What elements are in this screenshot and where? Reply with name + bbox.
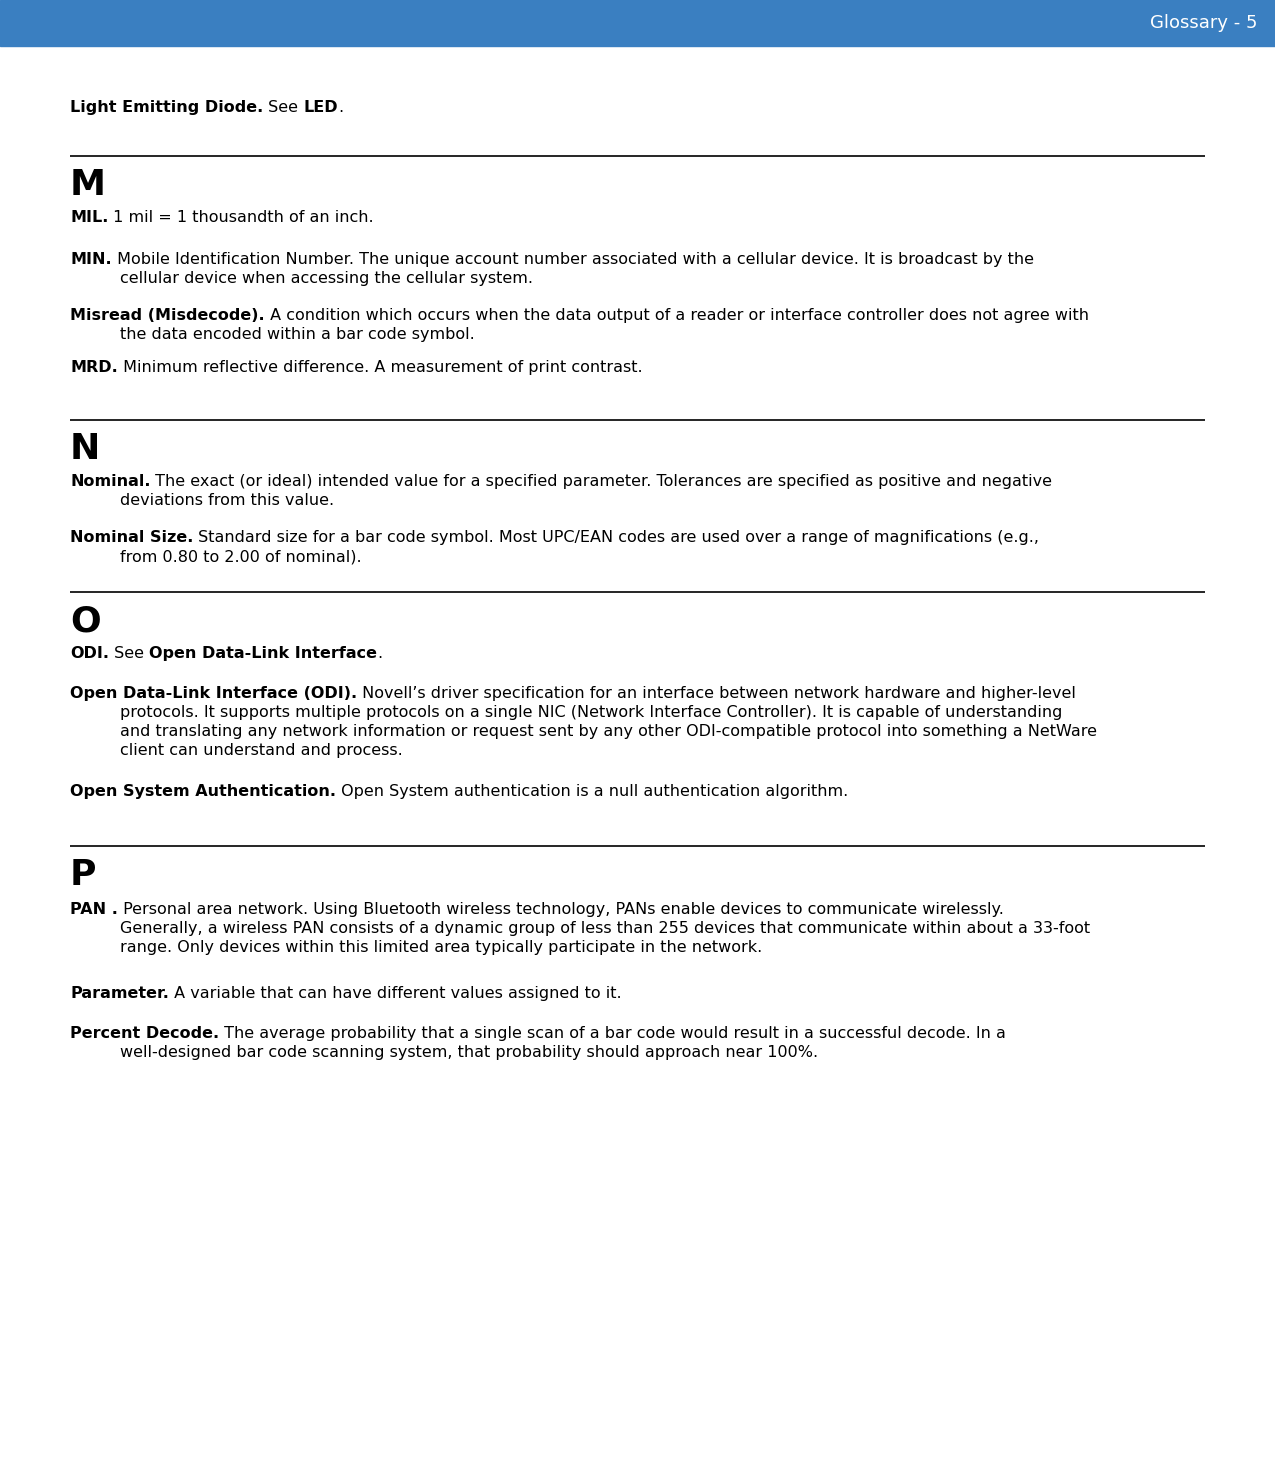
Text: Percent Decode.: Percent Decode.: [70, 1026, 219, 1041]
Text: M: M: [70, 169, 106, 202]
Text: protocols. It supports multiple protocols on a single NIC (Network Interface Con: protocols. It supports multiple protocol…: [120, 705, 1062, 720]
Text: The average probability that a single scan of a bar code would result in a succe: The average probability that a single sc…: [219, 1026, 1006, 1041]
Text: PAN .: PAN .: [70, 902, 117, 918]
Text: .: .: [338, 100, 343, 114]
Text: O: O: [70, 604, 101, 638]
Text: N: N: [70, 432, 101, 466]
Text: Open Data-Link Interface: Open Data-Link Interface: [149, 647, 377, 661]
Text: MIN.: MIN.: [70, 252, 112, 267]
Text: A variable that can have different values assigned to it.: A variable that can have different value…: [168, 987, 621, 1001]
Text: MRD.: MRD.: [70, 361, 117, 375]
Text: Personal area network. Using Bluetooth wireless technology, PANs enable devices : Personal area network. Using Bluetooth w…: [117, 902, 1003, 918]
Text: P: P: [70, 858, 97, 891]
Text: range. Only devices within this limited area typically participate in the networ: range. Only devices within this limited …: [120, 940, 762, 954]
Text: Glossary - 5: Glossary - 5: [1150, 15, 1257, 32]
Text: MIL.: MIL.: [70, 210, 108, 224]
Text: Novell’s driver specification for an interface between network hardware and high: Novell’s driver specification for an int…: [357, 686, 1076, 701]
Text: LED: LED: [303, 100, 338, 114]
Text: Standard size for a bar code symbol. Most UPC/EAN codes are used over a range of: Standard size for a bar code symbol. Mos…: [194, 531, 1039, 545]
Text: Open Data-Link Interface (ODI).: Open Data-Link Interface (ODI).: [70, 686, 357, 701]
Text: A condition which occurs when the data output of a reader or interface controlle: A condition which occurs when the data o…: [265, 308, 1089, 323]
Bar: [0, 0, 1275, 45]
Text: Open System authentication is a null authentication algorithm.: Open System authentication is a null aut…: [337, 784, 848, 799]
Text: The exact (or ideal) intended value for a specified parameter. Tolerances are sp: The exact (or ideal) intended value for …: [150, 474, 1052, 490]
Text: Misread (Misdecode).: Misread (Misdecode).: [70, 308, 265, 323]
Text: .: .: [377, 647, 382, 661]
Text: See: See: [263, 100, 303, 114]
Text: from 0.80 to 2.00 of nominal).: from 0.80 to 2.00 of nominal).: [120, 548, 362, 564]
Text: Mobile Identification Number. The unique account number associated with a cellul: Mobile Identification Number. The unique…: [112, 252, 1034, 267]
Text: deviations from this value.: deviations from this value.: [120, 493, 334, 509]
Text: Nominal Size.: Nominal Size.: [70, 531, 194, 545]
Text: and translating any network information or request sent by any other ODI-compati: and translating any network information …: [120, 724, 1096, 739]
Text: Minimum reflective difference. A measurement of print contrast.: Minimum reflective difference. A measure…: [117, 361, 643, 375]
Text: Parameter.: Parameter.: [70, 987, 168, 1001]
Text: well-designed bar code scanning system, that probability should approach near 10: well-designed bar code scanning system, …: [120, 1045, 819, 1060]
Text: 1 mil = 1 thousandth of an inch.: 1 mil = 1 thousandth of an inch.: [108, 210, 374, 224]
Text: the data encoded within a bar code symbol.: the data encoded within a bar code symbo…: [120, 327, 474, 342]
Text: cellular device when accessing the cellular system.: cellular device when accessing the cellu…: [120, 271, 533, 286]
Text: Nominal.: Nominal.: [70, 474, 150, 490]
Text: Open System Authentication.: Open System Authentication.: [70, 784, 337, 799]
Text: See: See: [108, 647, 149, 661]
Text: Generally, a wireless PAN consists of a dynamic group of less than 255 devices t: Generally, a wireless PAN consists of a …: [120, 921, 1090, 935]
Text: ODI.: ODI.: [70, 647, 108, 661]
Text: Light Emitting Diode.: Light Emitting Diode.: [70, 100, 263, 114]
Text: client can understand and process.: client can understand and process.: [120, 743, 403, 758]
